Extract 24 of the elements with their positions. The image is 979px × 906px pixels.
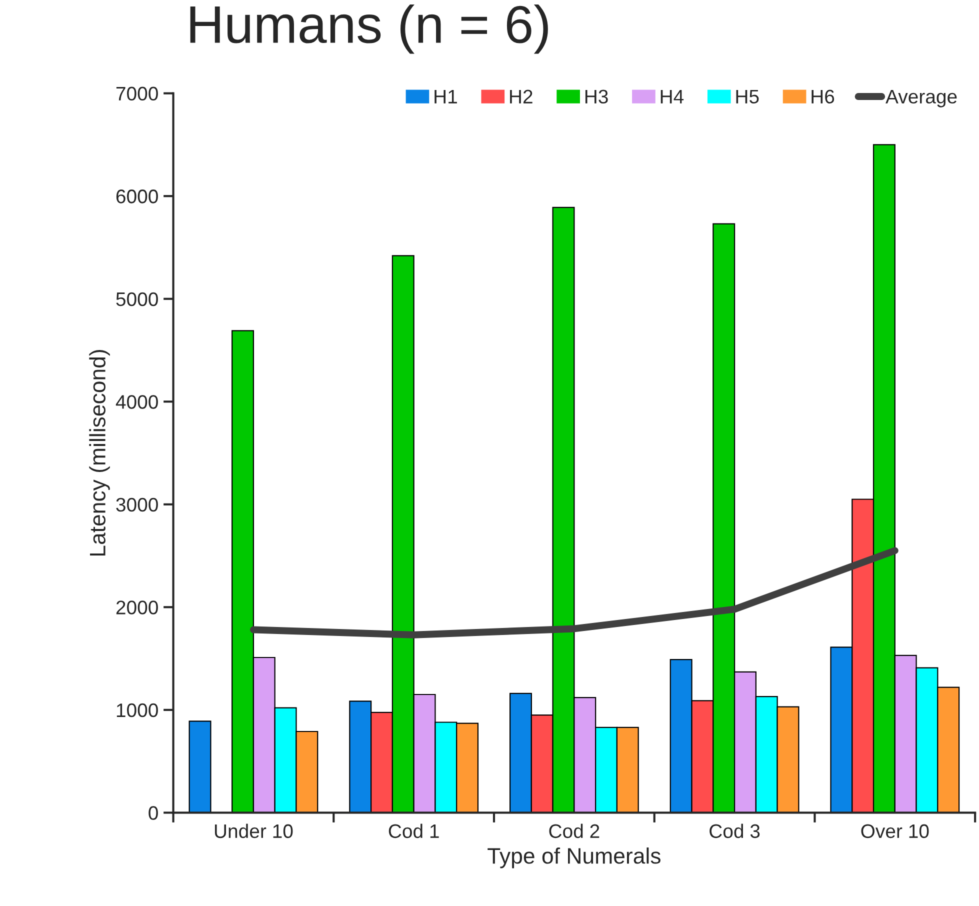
legend-label: H3 <box>585 90 608 104</box>
legend-label: H5 <box>736 90 759 104</box>
x-axis-title: Type of Numerals <box>488 847 660 868</box>
legend-label: H6 <box>812 90 834 104</box>
y-tick-label: 1000 <box>116 703 158 718</box>
x-tick-label: Under 10 <box>214 824 293 838</box>
y-axis-title: Latency (millisecond) <box>89 350 110 556</box>
y-tick-label: 5000 <box>116 292 158 306</box>
legend-label: H4 <box>660 90 684 104</box>
chart-title: Humans (n = 6) <box>190 4 548 54</box>
legend-label: Average <box>886 90 957 108</box>
bar <box>188 720 212 813</box>
y-tick-label: 7000 <box>116 86 158 101</box>
x-tick-label: Cod 2 <box>549 824 600 838</box>
x-tick-label: Over 10 <box>861 824 929 838</box>
legend-label: H1 <box>434 90 457 104</box>
x-tick-label: Cod 1 <box>388 824 439 838</box>
x-tick-label: Cod 3 <box>710 824 760 838</box>
y-tick-label: 0 <box>148 806 158 820</box>
legend-label: H2 <box>510 90 532 104</box>
y-tick-label: 2000 <box>116 600 158 614</box>
y-tick-label: 3000 <box>116 498 158 512</box>
y-tick-label: 6000 <box>116 190 158 204</box>
y-tick-label: 4000 <box>116 395 158 409</box>
